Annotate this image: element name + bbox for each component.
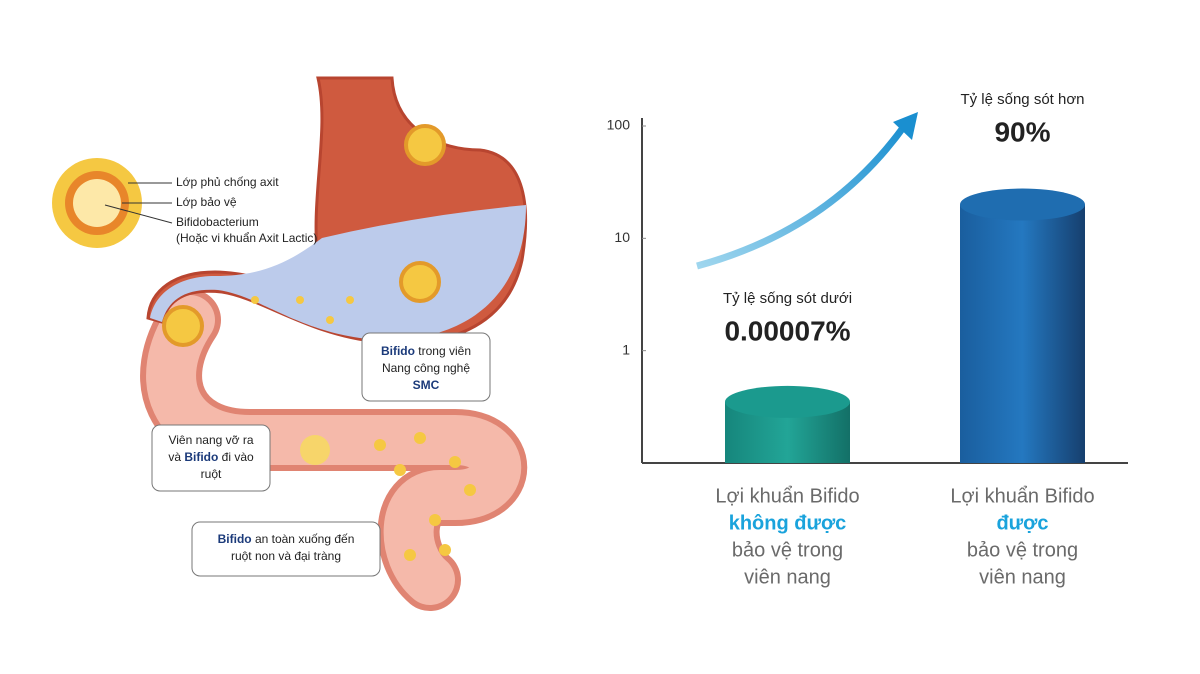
callout-line: Bifido an toàn xuống đến xyxy=(218,532,355,546)
callout-line: Bifido trong viên xyxy=(381,344,471,358)
x-tick-label: Lợi khuẩn Bifido xyxy=(950,485,1094,507)
bar xyxy=(960,188,1085,463)
callout-text: Viên nang vỡ ra xyxy=(168,433,253,447)
bar-body xyxy=(960,204,1085,463)
x-tick-label: không được xyxy=(729,512,847,534)
y-tick-label: 100 xyxy=(607,117,631,133)
bacterium-inset: Lớp phủ chống axit Lớp bảo vệ Bifidobact… xyxy=(52,158,317,248)
callout-text: Bifido xyxy=(184,450,218,464)
x-tick-label: bảo vệ trong xyxy=(732,539,843,561)
y-tick-label: 10 xyxy=(614,229,630,245)
annotation-text: Tỷ lệ sống sót dưới xyxy=(723,290,852,307)
callout-text: trong viên xyxy=(415,344,471,358)
callout-line: và Bifido đi vào xyxy=(168,450,254,464)
callout-text: SMC xyxy=(413,378,440,392)
digestive-illustration xyxy=(140,76,528,611)
callout-text: ruột xyxy=(201,467,222,481)
bar-top xyxy=(960,188,1085,221)
x-tick-label: viên nang xyxy=(744,566,831,588)
callout: Bifido trong viên Nang công nghệ SMC xyxy=(361,332,491,402)
x-tick-label: Lợi khuẩn Bifido xyxy=(715,485,859,507)
annotation-text: Tỷ lệ sống sót hơn xyxy=(960,91,1084,108)
callout-text: đi vào xyxy=(218,450,254,464)
trend-arrowhead xyxy=(893,112,918,140)
callout-text: Bifido xyxy=(381,344,415,358)
inset-label: (Hoặc vi khuẩn Axit Lactic) xyxy=(176,231,317,245)
inset-label: Lớp phủ chống axit xyxy=(176,175,279,189)
trend-arrow xyxy=(696,122,908,270)
inset-label: Lớp bảo vệ xyxy=(176,195,237,209)
x-tick-label: được xyxy=(996,512,1048,534)
callout-text: Bifido xyxy=(218,532,252,546)
callout-text: ruột non và đại tràng xyxy=(231,549,341,563)
bar xyxy=(725,385,850,463)
y-tick-label: 1 xyxy=(622,341,630,357)
x-tick-label: bảo vệ trong xyxy=(967,539,1078,561)
annotation-value: 90% xyxy=(994,116,1050,147)
bar-top xyxy=(725,385,850,418)
callout-text: và xyxy=(168,450,184,464)
callout-text: Nang công nghệ xyxy=(382,361,470,375)
callout-text: an toàn xuống đến xyxy=(252,532,355,546)
callout: Bifido an toàn xuống đến ruột non và đại… xyxy=(191,521,381,577)
x-tick-label: viên nang xyxy=(979,566,1066,588)
callout: Viên nang vỡ ra và Bifido đi vào ruột xyxy=(151,424,271,492)
inset-label: Bifidobacterium xyxy=(176,215,259,229)
annotation-value: 0.00007% xyxy=(724,315,850,346)
